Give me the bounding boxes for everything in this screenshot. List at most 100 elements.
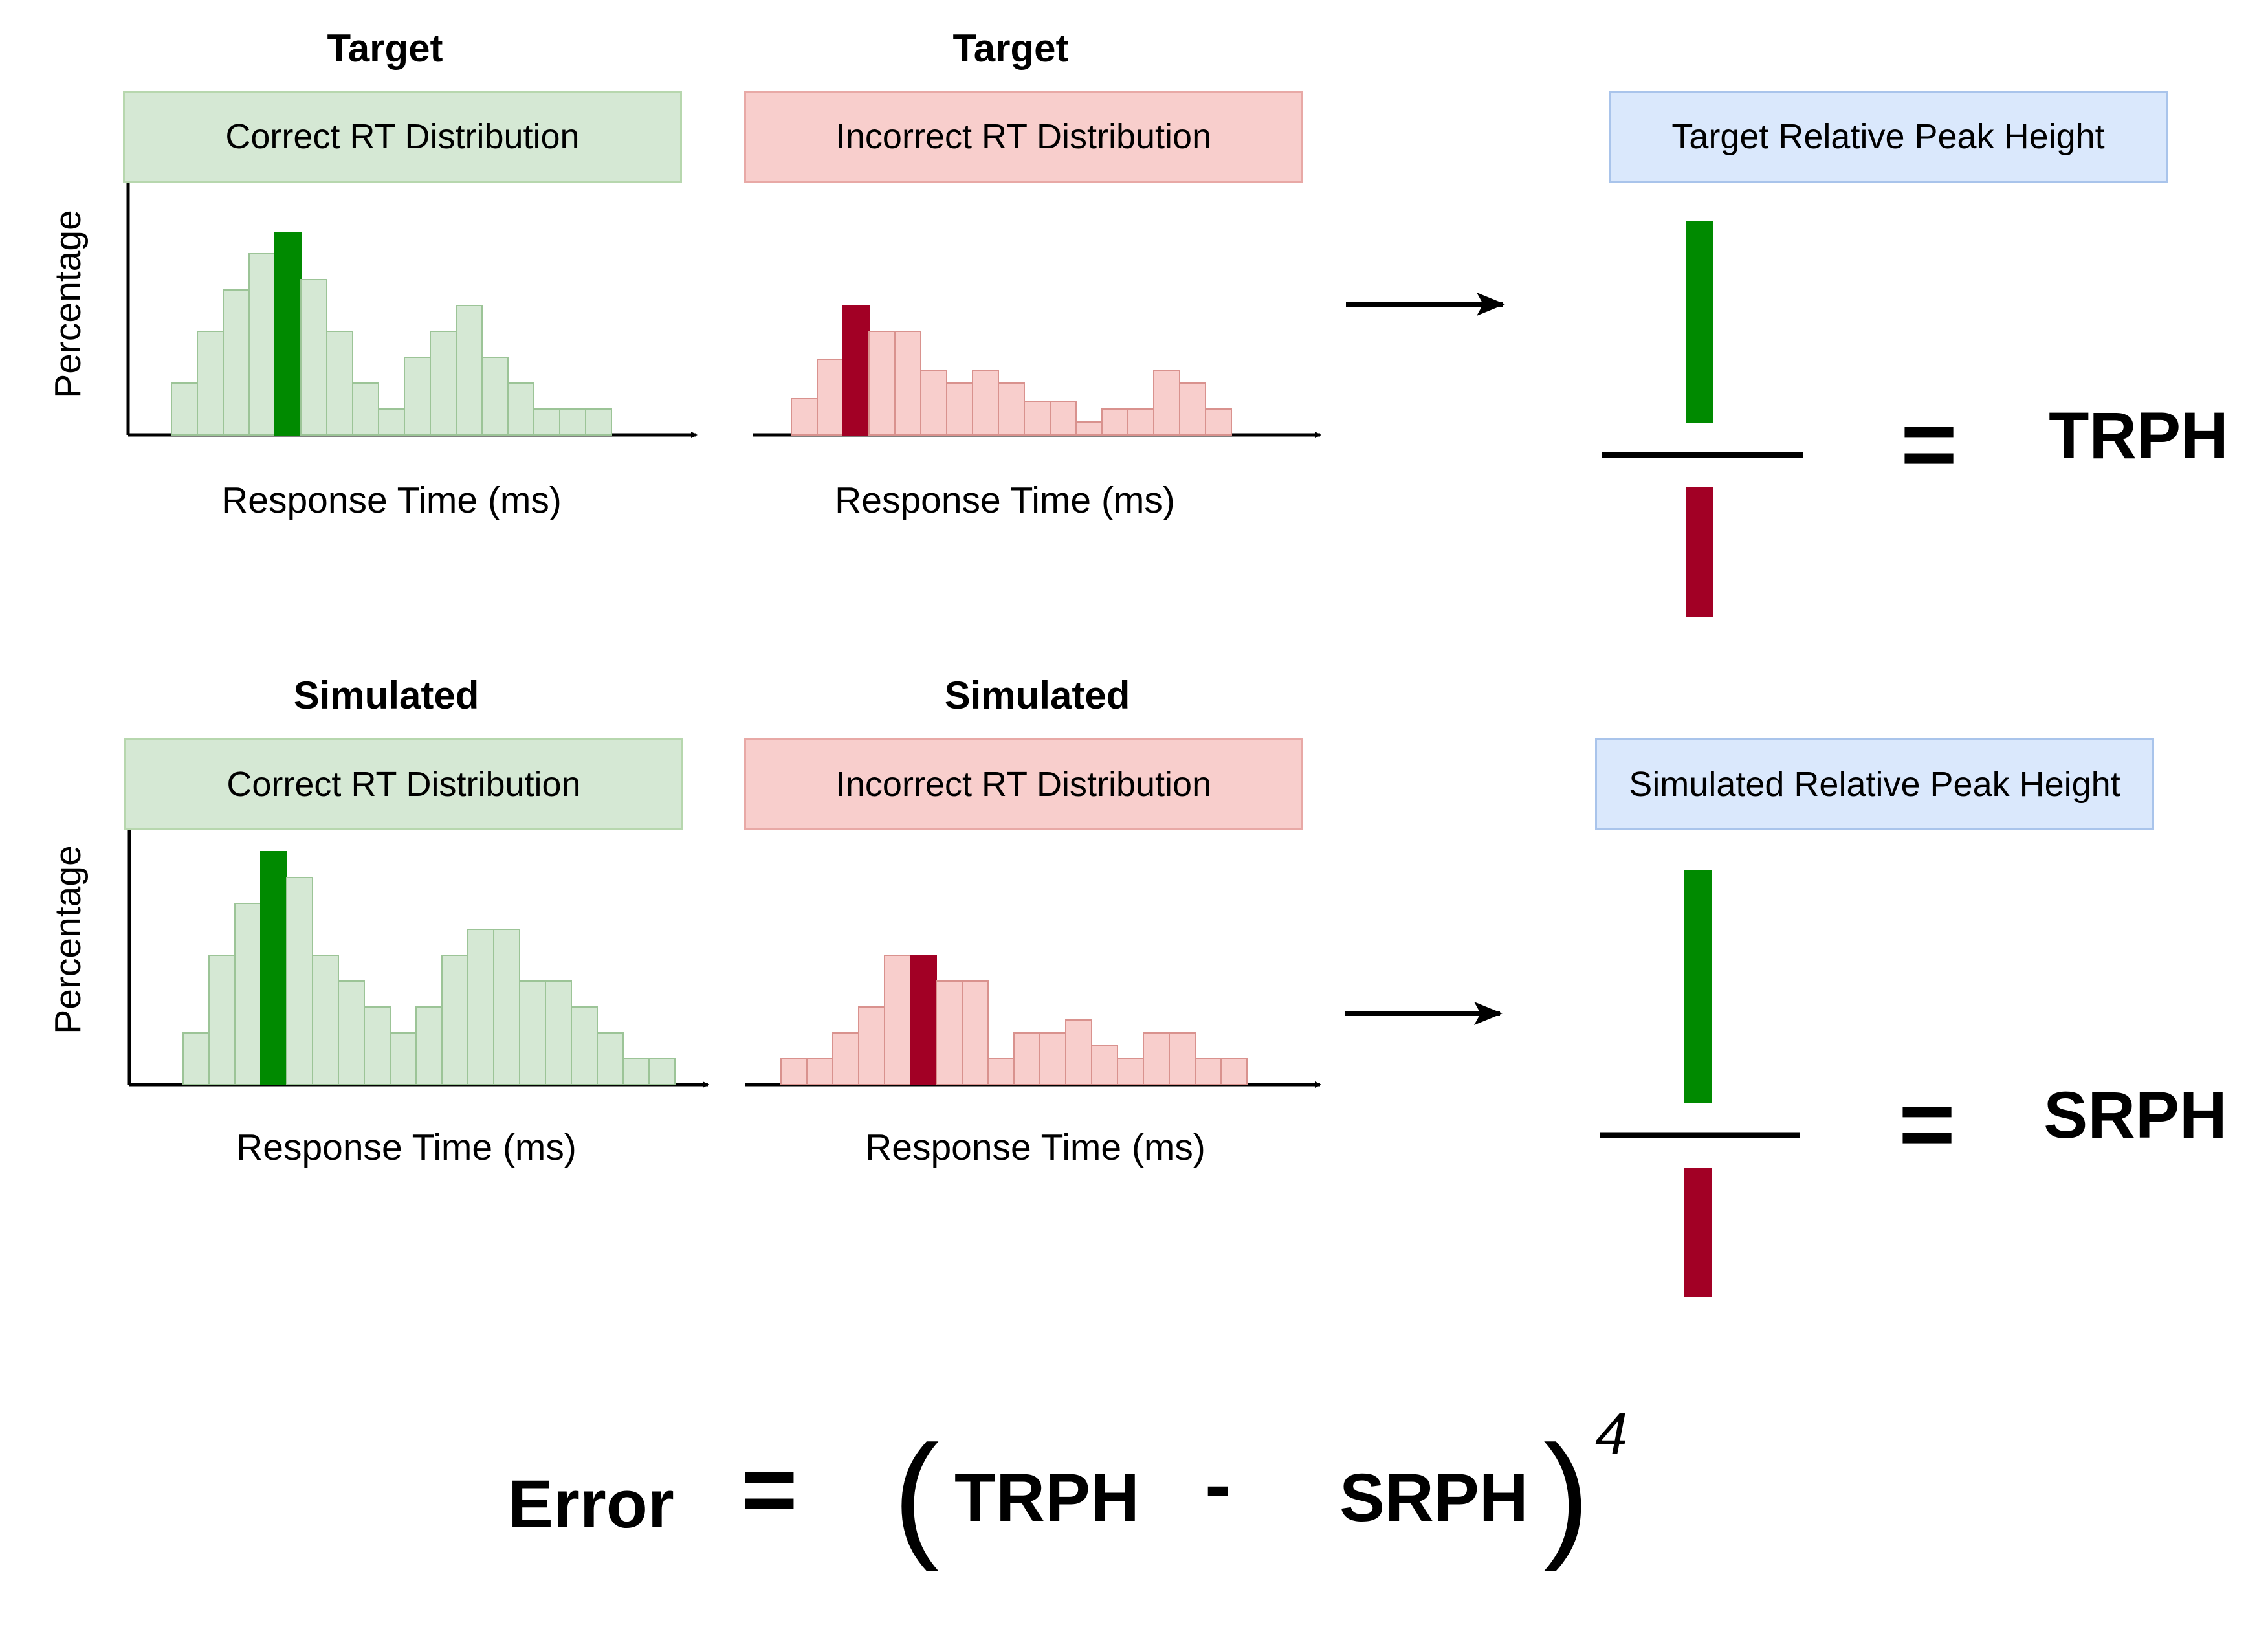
simulated-incorrect-bar: [936, 980, 963, 1085]
error-equals-sign: =: [741, 1435, 798, 1544]
simulated-correct-bar: [208, 955, 236, 1085]
error-trph-term: TRPH: [954, 1460, 1140, 1536]
simulated-correct-bar: [545, 980, 572, 1085]
target-relative-peak-height-box: Target Relative Peak Height: [1609, 91, 2168, 183]
simulated-incorrect-bar: [1169, 1032, 1196, 1085]
simulated-incorrect-bar: [1013, 1032, 1040, 1085]
target-incorrect-bar: [868, 331, 896, 436]
target-incorrect-bar: [1101, 408, 1128, 436]
target-correct-bar: [404, 357, 431, 436]
target-peak-ratio-incorrect-peak-bar: [1686, 487, 1713, 617]
open-paren: (: [893, 1416, 940, 1572]
simulated-correct-title: Simulated: [293, 674, 479, 717]
target-correct-peak-bar: [274, 232, 302, 436]
simulated-incorrect-bar: [1195, 1058, 1222, 1085]
error-srph-term: SRPH: [1339, 1460, 1528, 1536]
simulated-correct-bar: [571, 1006, 598, 1085]
target-correct-bar: [559, 408, 586, 436]
simulated-incorrect-peak-bar: [910, 955, 937, 1085]
simulated-incorrect-bar: [962, 980, 989, 1085]
simulated-incorrect-title: Simulated: [944, 674, 1130, 717]
simulated-incorrect-bar: [1143, 1032, 1170, 1085]
simulated-correct-bar: [597, 1032, 624, 1085]
srph-label: SRPH: [2043, 1078, 2227, 1152]
target-incorrect-bar: [791, 398, 818, 436]
simulated-incorrect-bar: [832, 1032, 859, 1085]
target-correct-title: Target: [327, 27, 443, 70]
target-correct-bar: [300, 279, 327, 436]
target-incorrect-bar: [1050, 401, 1077, 436]
simulated-incorrect-bar: [1220, 1058, 1248, 1085]
simulated-correct-bar: [338, 980, 365, 1085]
simulated-incorrect-bar: [780, 1058, 808, 1085]
simulated-incorrect-bar: [884, 955, 911, 1085]
exponent: 4: [1595, 1402, 1628, 1466]
target-correct-bar: [378, 408, 405, 436]
simulated-incorrect-bar: [1065, 1019, 1092, 1085]
simulated-peak-ratio-incorrect-peak-bar: [1684, 1168, 1712, 1297]
trph-label: TRPH: [2049, 399, 2229, 472]
simulated-incorrect-x-axis-label: Response Time (ms): [865, 1127, 1206, 1168]
target-correct-distribution-box: Correct RT Distribution: [123, 91, 682, 183]
simulated-incorrect-bar: [987, 1058, 1015, 1085]
target-correct-bar: [223, 289, 250, 436]
simulated-correct-bar: [493, 929, 520, 1085]
target-peak-ratio-correct-peak-bar: [1686, 221, 1713, 423]
target-correct-bar: [197, 331, 224, 436]
target-correct-bar: [430, 331, 457, 436]
target-incorrect-bar: [1179, 382, 1206, 436]
target-correct-bar: [248, 253, 276, 436]
error-label: Error: [508, 1466, 674, 1542]
target-incorrect-x-axis-label: Response Time (ms): [835, 480, 1175, 521]
simulated-incorrect-bar: [1039, 1032, 1066, 1085]
target-incorrect-bar: [972, 370, 999, 436]
simulated-incorrect-bar: [858, 1006, 885, 1085]
target-correct-bar: [507, 382, 534, 436]
simulated-correct-bar: [364, 1006, 391, 1085]
target-incorrect-peak-bar: [842, 305, 870, 436]
simulated-incorrect-bar: [1091, 1045, 1118, 1085]
target-incorrect-bar: [1075, 421, 1103, 436]
simulated-correct-bar: [390, 1032, 417, 1085]
simulated-correct-distribution-box: Correct RT Distribution: [124, 738, 683, 830]
target-correct-bar: [326, 331, 353, 436]
simulated-peak-ratio-correct-peak-bar: [1684, 870, 1712, 1103]
simulated-relative-peak-height-box: Simulated Relative Peak Height: [1595, 738, 2154, 830]
simulated-incorrect-bar: [806, 1058, 833, 1085]
simulated-correct-bar: [312, 955, 339, 1085]
histogram-bars: [171, 221, 1713, 1297]
simulated-incorrect-bar: [1117, 1058, 1144, 1085]
simulated-correct-bar: [286, 877, 313, 1085]
simulated-correct-bar: [182, 1032, 210, 1085]
target-correct-bar: [171, 382, 198, 436]
simulated-incorrect-distribution-box: Incorrect RT Distribution: [744, 738, 1303, 830]
target-correct-bar: [352, 382, 379, 436]
target-correct-x-axis-label: Response Time (ms): [221, 480, 562, 521]
target-equals-sign: =: [1900, 390, 1957, 498]
simulated-correct-bar: [622, 1058, 650, 1085]
simulated-correct-bar: [415, 1006, 443, 1085]
target-incorrect-bar: [894, 331, 921, 436]
close-paren: ): [1543, 1416, 1590, 1572]
simulated-correct-bar: [519, 980, 546, 1085]
target-correct-bar: [456, 305, 483, 436]
target-correct-bar: [533, 408, 560, 436]
simulated-equals-sign: =: [1899, 1069, 1955, 1178]
target-incorrect-bar: [998, 382, 1025, 436]
simulated-correct-bar: [234, 903, 261, 1085]
target-incorrect-bar: [1024, 401, 1051, 436]
simulated-correct-peak-bar: [260, 851, 287, 1085]
target-incorrect-distribution-box: Incorrect RT Distribution: [744, 91, 1303, 183]
target-incorrect-bar: [817, 359, 844, 436]
simulated-correct-bar: [441, 955, 468, 1085]
target-incorrect-bar: [920, 370, 947, 436]
minus-sign: -: [1205, 1441, 1231, 1528]
simulated-correct-bar: [467, 929, 494, 1085]
target-incorrect-bar: [1127, 408, 1154, 436]
target-correct-bar: [585, 408, 612, 436]
simulated-correct-bar: [648, 1058, 676, 1085]
target-incorrect-bar: [946, 382, 973, 436]
target-correct-bar: [481, 357, 509, 436]
target-incorrect-bar: [1153, 370, 1180, 436]
